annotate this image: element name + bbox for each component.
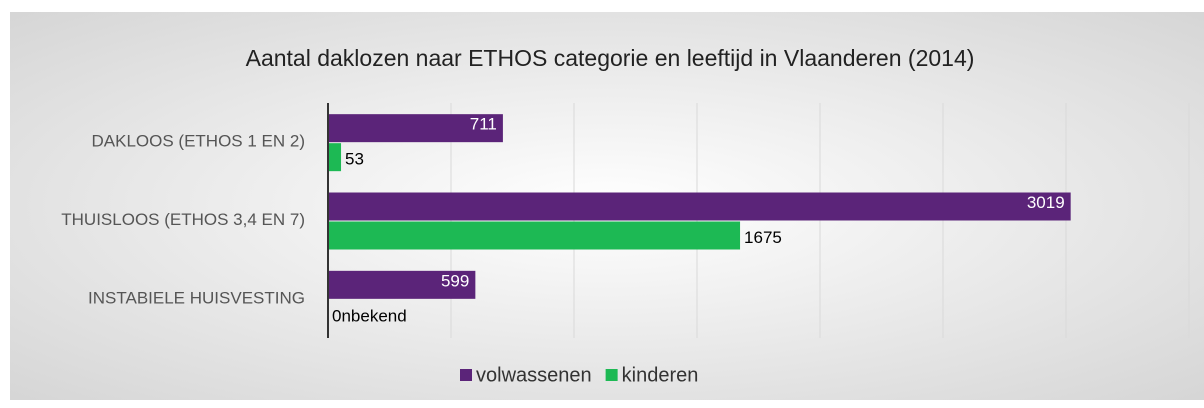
bar: [328, 114, 503, 143]
legend-swatch: [605, 369, 618, 381]
y-tick-label: THUISLOOS (ETHOS 3,4 EN 7): [61, 210, 305, 229]
y-tick-label: DAKLOOS (ETHOS 1 EN 2): [92, 132, 306, 151]
value-label: 711: [470, 115, 497, 134]
value-label: 1675: [744, 228, 782, 247]
value-label: 0nbekend: [332, 306, 407, 325]
bar: [328, 221, 741, 250]
chart-title: Aantal daklozen naar ETHOS categorie en …: [246, 45, 975, 71]
y-tick-label: INSTABIELE HUISVESTING: [88, 288, 305, 307]
value-label: 3019: [1027, 193, 1065, 212]
value-label: 53: [345, 150, 364, 169]
legend-swatch: [460, 369, 472, 381]
legend-label: kinderen: [622, 364, 699, 386]
value-label: 599: [441, 271, 469, 290]
bar: [328, 270, 476, 299]
bar: [328, 143, 342, 172]
bar: [328, 192, 1071, 221]
legend-label: volwassenen: [476, 364, 592, 386]
